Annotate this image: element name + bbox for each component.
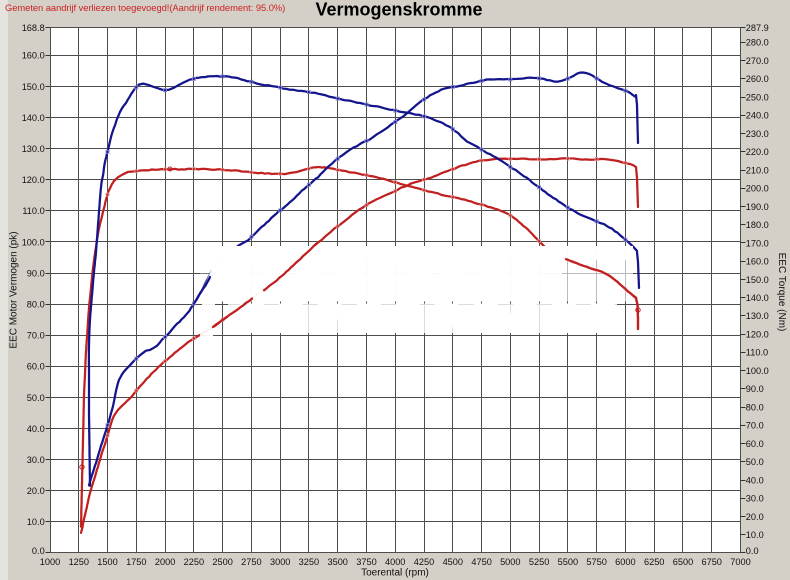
svg-text:120.0: 120.0 xyxy=(22,175,45,185)
svg-text:4000: 4000 xyxy=(385,557,405,567)
svg-text:287.9: 287.9 xyxy=(746,23,769,33)
svg-text:2000: 2000 xyxy=(155,557,175,567)
svg-text:110.0: 110.0 xyxy=(22,206,44,216)
svg-text:3000: 3000 xyxy=(270,557,290,567)
svg-text:40.0: 40.0 xyxy=(27,424,45,434)
svg-text:180.0: 180.0 xyxy=(746,220,769,230)
svg-text:130.0: 130.0 xyxy=(746,311,769,321)
svg-text:50.0: 50.0 xyxy=(27,393,45,403)
svg-text:280.0: 280.0 xyxy=(746,38,769,48)
svg-text:40.0: 40.0 xyxy=(746,475,764,485)
svg-text:100.0: 100.0 xyxy=(22,237,45,247)
svg-text:20.0: 20.0 xyxy=(27,486,45,496)
svg-text:5500: 5500 xyxy=(558,557,578,567)
svg-text:1500: 1500 xyxy=(97,557,117,567)
svg-text:220.0: 220.0 xyxy=(746,147,769,157)
svg-text:160.0: 160.0 xyxy=(746,257,769,267)
svg-text:0.0: 0.0 xyxy=(32,546,45,556)
svg-text:4500: 4500 xyxy=(443,557,463,567)
svg-text:6750: 6750 xyxy=(701,557,721,567)
svg-text:1000: 1000 xyxy=(40,557,60,567)
svg-text:240.0: 240.0 xyxy=(746,111,769,121)
svg-text:5250: 5250 xyxy=(529,557,549,567)
svg-text:50.0: 50.0 xyxy=(746,457,764,467)
svg-text:260.0: 260.0 xyxy=(746,74,769,84)
svg-text:1250: 1250 xyxy=(69,557,89,567)
svg-text:80.0: 80.0 xyxy=(746,402,764,412)
svg-text:190.0: 190.0 xyxy=(746,202,769,212)
svg-text:3750: 3750 xyxy=(356,557,376,567)
svg-text:30.0: 30.0 xyxy=(27,455,45,465)
svg-text:140.0: 140.0 xyxy=(22,113,45,123)
svg-text:10.0: 10.0 xyxy=(27,517,45,527)
svg-text:210.0: 210.0 xyxy=(746,165,769,175)
svg-text:30.0: 30.0 xyxy=(746,494,764,504)
svg-text:1750: 1750 xyxy=(126,557,146,567)
svg-text:80.0: 80.0 xyxy=(27,300,45,310)
svg-text:3500: 3500 xyxy=(327,557,347,567)
svg-text:110.0: 110.0 xyxy=(746,348,768,358)
svg-text:60.0: 60.0 xyxy=(27,362,45,372)
svg-text:170.0: 170.0 xyxy=(746,238,769,248)
svg-text:6000: 6000 xyxy=(615,557,635,567)
svg-text:Gemeten aandrijf verliezen toe: Gemeten aandrijf verliezen toegevoegd!(A… xyxy=(5,2,285,13)
svg-text:150.0: 150.0 xyxy=(22,82,45,92)
svg-text:3250: 3250 xyxy=(299,557,319,567)
svg-text:140.0: 140.0 xyxy=(746,293,769,303)
svg-text:Toerental (rpm): Toerental (rpm) xyxy=(361,568,429,579)
svg-text:EEC Motor Vermogen (pk): EEC Motor Vermogen (pk) xyxy=(9,231,20,348)
svg-text:5000: 5000 xyxy=(500,557,520,567)
svg-text:Vermogenskromme: Vermogenskromme xyxy=(315,0,482,20)
svg-text:90.0: 90.0 xyxy=(746,384,764,394)
svg-text:90.0: 90.0 xyxy=(27,268,45,278)
svg-text:5750: 5750 xyxy=(586,557,606,567)
svg-text:6500: 6500 xyxy=(673,557,693,567)
svg-text:70.0: 70.0 xyxy=(746,421,764,431)
svg-text:70.0: 70.0 xyxy=(27,331,45,341)
svg-text:0.0: 0.0 xyxy=(746,546,759,556)
svg-text:168.8: 168.8 xyxy=(22,23,45,33)
svg-text:4750: 4750 xyxy=(471,557,491,567)
svg-text:7000: 7000 xyxy=(730,557,750,567)
svg-text:60.0: 60.0 xyxy=(746,439,764,449)
svg-text:160.0: 160.0 xyxy=(22,51,45,61)
svg-text:6250: 6250 xyxy=(644,557,664,567)
svg-text:250.0: 250.0 xyxy=(746,92,769,102)
svg-text:2750: 2750 xyxy=(241,557,261,567)
svg-text:150.0: 150.0 xyxy=(746,275,769,285)
svg-text:270.0: 270.0 xyxy=(746,56,769,66)
svg-text:200.0: 200.0 xyxy=(746,184,769,194)
svg-text:100.0: 100.0 xyxy=(746,366,769,376)
svg-text:230.0: 230.0 xyxy=(746,129,769,139)
svg-text:EEC Torque (Nm): EEC Torque (Nm) xyxy=(776,253,787,332)
svg-text:20.0: 20.0 xyxy=(746,512,764,522)
svg-text:2250: 2250 xyxy=(184,557,204,567)
svg-text:130.0: 130.0 xyxy=(22,144,45,154)
svg-text:120.0: 120.0 xyxy=(746,330,769,340)
svg-text:2500: 2500 xyxy=(212,557,232,567)
svg-text:4250: 4250 xyxy=(414,557,434,567)
svg-text:10.0: 10.0 xyxy=(746,530,764,540)
